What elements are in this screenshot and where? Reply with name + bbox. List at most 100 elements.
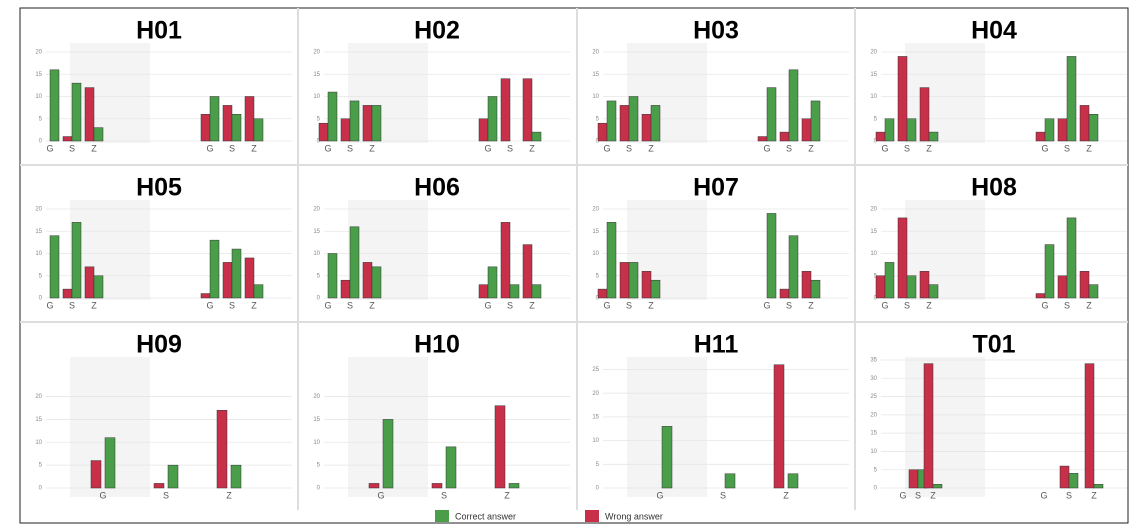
x-tick-label: Z — [529, 143, 535, 153]
panel-bg-shape — [348, 200, 428, 300]
y-tick-label: 15 — [592, 72, 599, 78]
bar — [487, 96, 498, 142]
bar — [445, 446, 457, 489]
bar — [368, 483, 380, 489]
y-tick-label: 20 — [313, 394, 320, 400]
y-tick-label: 5 — [39, 463, 43, 469]
panel-title: H11 — [694, 331, 739, 359]
bar — [522, 78, 533, 142]
bar — [766, 87, 777, 142]
bar — [1068, 473, 1079, 489]
y-tick-label: 20 — [592, 391, 599, 397]
y-tick-label: 10 — [35, 251, 42, 257]
y-tick-label: 0 — [39, 486, 43, 492]
bar — [371, 266, 382, 299]
bar — [1088, 114, 1099, 142]
bar — [606, 222, 617, 299]
x-tick-label: S — [1064, 300, 1070, 310]
legend-label: Correct answer — [455, 511, 516, 521]
bar — [508, 483, 520, 489]
x-tick-label: G — [656, 490, 663, 500]
y-tick-label: 5 — [39, 116, 43, 122]
bar — [494, 405, 506, 489]
y-tick-label: 0 — [39, 139, 43, 145]
bar — [884, 118, 895, 142]
bar — [1088, 284, 1099, 299]
x-tick-label: Z — [930, 490, 936, 500]
bar — [327, 91, 338, 142]
bar — [62, 288, 73, 299]
bar — [522, 244, 533, 299]
panel-title: H01 — [136, 17, 182, 45]
y-tick-label: 25 — [870, 394, 877, 400]
panel-bg-shape — [905, 43, 985, 143]
x-tick-label: Z — [251, 300, 257, 310]
y-tick-label: 15 — [313, 229, 320, 235]
x-tick-label: S — [1066, 490, 1072, 500]
bar — [244, 96, 255, 142]
y-tick-label: 15 — [592, 414, 599, 420]
bar — [619, 262, 630, 299]
bar — [810, 100, 821, 142]
x-tick-label: S — [507, 300, 513, 310]
x-tick-label: G — [46, 143, 53, 153]
bar — [1084, 363, 1095, 489]
bar — [209, 239, 220, 299]
panel-bg-shape — [70, 200, 150, 300]
bar — [810, 279, 821, 299]
y-tick-label: 15 — [35, 229, 42, 235]
x-tick-label: Z — [1086, 300, 1092, 310]
panel-title: H05 — [136, 174, 182, 202]
x-tick-label: G — [763, 143, 770, 153]
panel-title: H06 — [414, 174, 460, 202]
y-tick-label: 5 — [874, 116, 878, 122]
bar — [801, 118, 812, 142]
bar — [71, 222, 82, 299]
panel-title: H03 — [693, 17, 739, 45]
y-tick-label: 15 — [313, 72, 320, 78]
bar — [349, 100, 360, 142]
bar — [230, 464, 242, 489]
y-tick-label: 10 — [313, 440, 320, 446]
x-tick-label: G — [206, 143, 213, 153]
y-tick-label: 5 — [39, 273, 43, 279]
y-tick-label: 5 — [317, 116, 321, 122]
y-tick-label: 20 — [870, 50, 877, 56]
x-tick-label: S — [915, 490, 921, 500]
panel-title: H07 — [693, 174, 739, 202]
bar — [231, 248, 242, 299]
bar — [478, 118, 489, 142]
y-tick-label: 10 — [870, 94, 877, 100]
bar — [884, 262, 895, 299]
bar — [1066, 56, 1077, 142]
panel-title: H08 — [971, 174, 1017, 202]
bar — [628, 96, 639, 142]
bar — [62, 136, 73, 142]
x-tick-label: G — [324, 143, 331, 153]
y-tick-label: 25 — [592, 367, 599, 373]
x-tick-label: G — [99, 490, 106, 500]
x-tick-label: S — [904, 300, 910, 310]
bar — [478, 284, 489, 299]
bar — [897, 56, 908, 142]
y-tick-label: 10 — [592, 438, 599, 444]
bar — [231, 114, 242, 142]
y-tick-label: 20 — [313, 207, 320, 213]
bar — [216, 410, 228, 489]
x-tick-label: Z — [648, 143, 654, 153]
y-tick-label: 10 — [870, 251, 877, 257]
bar — [253, 284, 264, 299]
y-tick-label: 15 — [592, 229, 599, 235]
bar — [650, 279, 661, 299]
y-tick-label: 30 — [870, 376, 877, 382]
bar — [222, 262, 233, 299]
bar — [928, 131, 939, 142]
y-tick-label: 5 — [874, 467, 878, 473]
x-tick-label: S — [347, 300, 353, 310]
x-tick-label: Z — [369, 143, 375, 153]
panel-title: H10 — [414, 331, 460, 359]
y-tick-label: 10 — [35, 440, 42, 446]
y-tick-label: 10 — [35, 94, 42, 100]
x-tick-label: S — [786, 300, 792, 310]
